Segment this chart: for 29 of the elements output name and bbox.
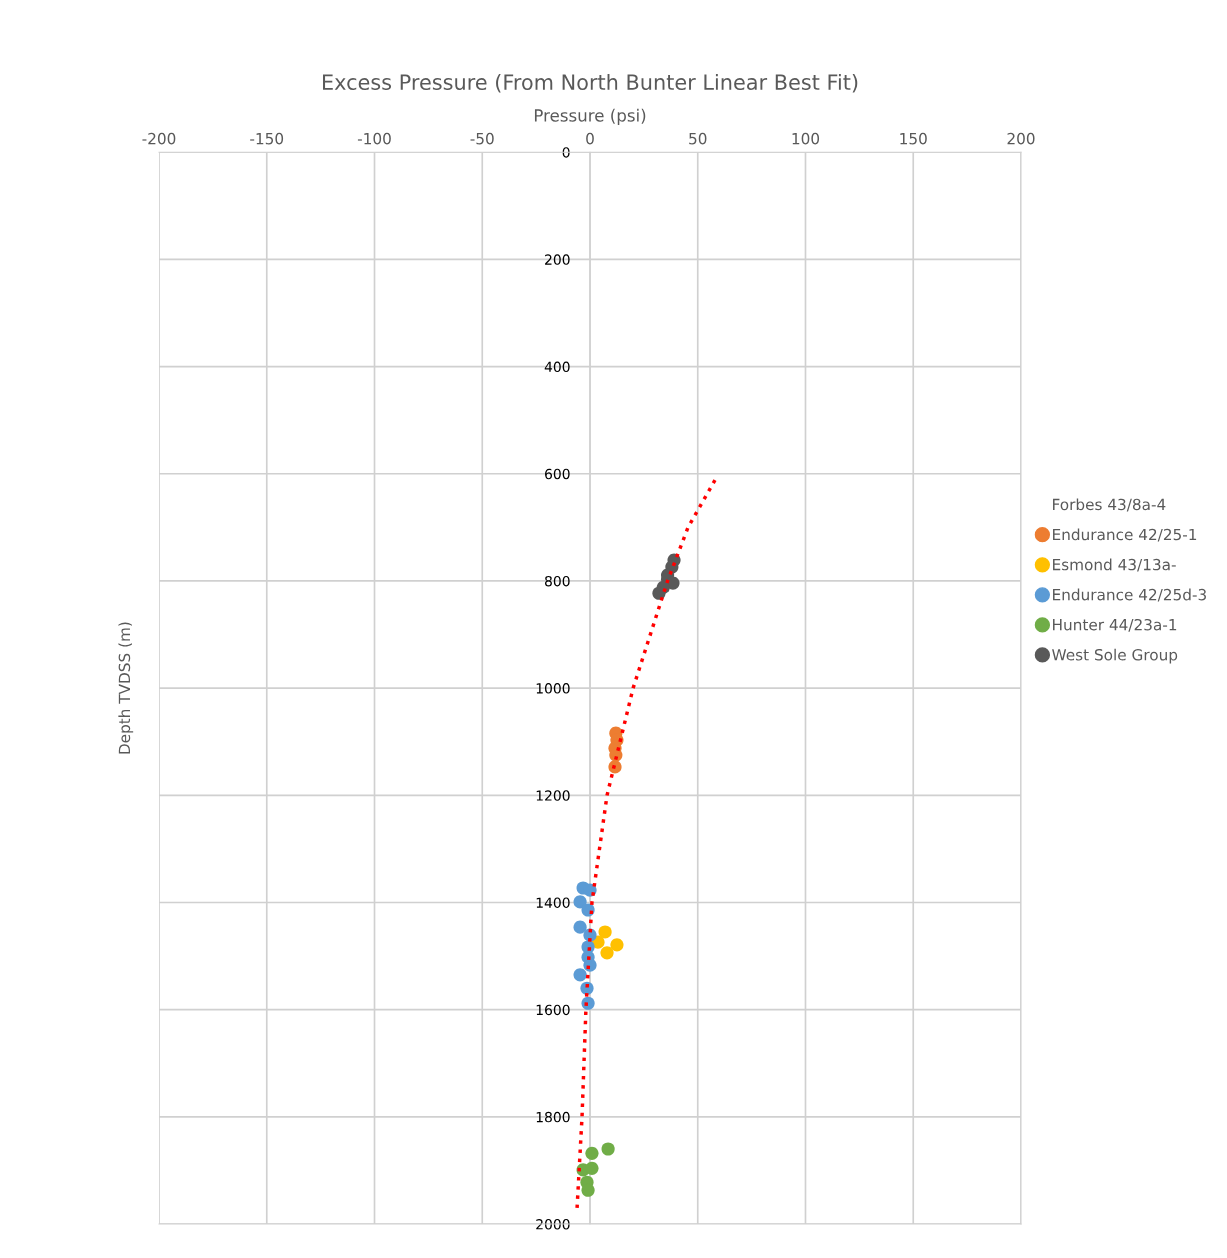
x-axis-title: Pressure (psi) xyxy=(534,108,646,125)
y-tick-label: 1200 xyxy=(536,790,570,801)
legend-label: Esmond 43/13a- xyxy=(1053,558,1176,572)
y-tick-label: 1600 xyxy=(536,1004,570,1016)
x-tick-label: -100 xyxy=(357,132,391,145)
x-tick-label: 0 xyxy=(586,132,594,145)
x-tick-label: 150 xyxy=(900,132,927,145)
text: Forbes 43/8a-4 xyxy=(1053,498,1166,512)
y-axis-title: Depth TVDSS (m) xyxy=(118,622,134,754)
y-tick-label: 800 xyxy=(544,575,570,587)
x-tick-label: -150 xyxy=(250,132,284,145)
y-tick-label: 1800 xyxy=(536,1111,570,1123)
chart-title: Excess Pressure (From North Bunter Linear Best Fit) xyxy=(323,73,858,93)
y-tick-label: 200 xyxy=(545,254,570,265)
y-tick-label: 1400 xyxy=(536,897,570,908)
x-tick-label: 100 xyxy=(792,132,820,145)
y-tick-label: 2000 xyxy=(536,1219,570,1230)
x-tick-label: -200 xyxy=(142,132,176,145)
legend-label: West Sole Group xyxy=(1052,648,1178,664)
x-tick-label: -50 xyxy=(470,132,494,145)
legend-label: Endurance 42/25-1 xyxy=(1053,528,1197,542)
y-tick-label: 600 xyxy=(545,468,570,480)
y-tick-label: 400 xyxy=(544,361,570,373)
legend-label: Hunter 44/23a-1 xyxy=(1053,618,1177,632)
y-tick-label: 0 xyxy=(562,147,570,158)
y-tick-label: 1000 xyxy=(536,683,570,694)
legend-label: Endurance 42/25d-3 xyxy=(1053,588,1206,602)
x-tick-label: 200 xyxy=(1007,132,1035,145)
x-tick-label: 50 xyxy=(689,132,707,145)
